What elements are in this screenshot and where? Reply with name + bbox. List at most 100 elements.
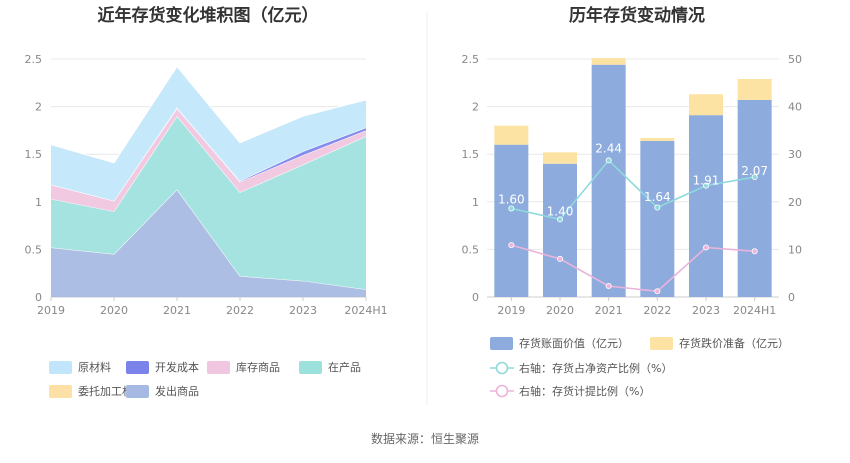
bar-impairment[interactable] [640,138,675,141]
area-wip [51,116,366,290]
line-ratio_net_assets [511,159,755,221]
area-inventory_goods [51,108,366,212]
right-x-tick-label: 2023 [692,304,720,317]
bar-impairment[interactable] [494,125,529,145]
right-y-tick-label: 0 [472,291,479,304]
bar-value-label: 1.60 [498,193,525,207]
left-x-tick-label: 2023 [289,304,317,317]
line-point-ratio_provision[interactable] [557,255,564,262]
legend-swatch-raw_material[interactable] [49,361,72,374]
right-y-tick-label: 1 [472,196,479,209]
line-point-ratio_net_assets[interactable] [654,204,661,211]
right-y-tick-label: 0.5 [462,243,480,256]
area-edge-raw_material [50,65,367,164]
legend-marker-ratio_net_assets[interactable] [495,361,509,375]
right-y2-tick-label: 10 [788,243,802,256]
legend-swatch-wip[interactable] [299,361,322,374]
right-y-tick-label: 2.5 [462,53,480,66]
right-x-tick-label: 2020 [546,304,574,317]
bar-impairment[interactable] [689,94,723,116]
legend-label[interactable]: 原材料 [78,360,111,374]
right-y-axis-ticks: 0 0.5 1 1.5 2 2.5 [462,53,480,304]
bar-impairment[interactable] [543,152,577,164]
right-y-tick-label: 2 [472,101,479,114]
bar-impairment[interactable] [737,78,772,100]
right-x-axis-ticks: 2019 2020 2021 2022 2023 2024H1 [497,304,776,317]
bar-value-label: 1.64 [644,190,671,204]
bar-impairment[interactable] [591,58,626,65]
left-area-series [50,65,367,297]
bar-book-value[interactable] [737,99,772,297]
left-x-tick-label: 2024H1 [344,304,387,317]
line-point-ratio_provision[interactable] [654,288,661,295]
left-x-tick-label: 2020 [100,304,128,317]
legend-marker-ratio_provision[interactable] [495,384,509,398]
line-point-ratio_provision[interactable] [751,248,758,255]
left-y-tick-label: 2 [35,101,42,114]
legend-swatch-book-value[interactable] [490,337,513,350]
right-y2-tick-label: 20 [788,196,802,209]
left-x-tick-label: 2022 [226,304,254,317]
legend-label[interactable]: 右轴：存货计提比例（%） [519,384,650,398]
legend-label[interactable]: 发出商品 [155,384,199,398]
right-x-tick-label: 2024H1 [733,304,776,317]
area-dev_cost [51,107,366,201]
area-shipped [51,189,366,297]
left-x-tick-label: 2021 [163,304,191,317]
legend-label[interactable]: 存货跌价准备（亿元） [679,336,789,350]
left-y-tick-label: 1.5 [25,148,43,161]
bar-value-label: 2.44 [595,141,622,155]
line-point-ratio_provision[interactable] [605,283,612,290]
left-y-axis-ticks: 0 0.5 1 1.5 2 2.5 [25,53,43,304]
bar-value-label: 2.07 [741,164,768,178]
right-data-labels: 1.60 1.40 2.44 1.64 1.91 2.07 [498,141,768,218]
stacked-area-chart: 近年存货变化堆积图（亿元） 00.511.522.5 2019 2020 2021 2… [25,5,388,398]
bar-book-value[interactable] [494,144,529,297]
line-point-ratio_net_assets[interactable] [557,216,564,223]
right-gridlines [487,58,779,301]
legend-swatch-dev_cost[interactable] [126,361,149,374]
bar-book-value[interactable] [591,64,626,297]
left-x-axis-ticks: 2019 2020 2021 2022 2023 2024H1 [37,304,388,317]
bar-book-value[interactable] [640,140,675,297]
bar-value-label: 1.91 [693,174,720,188]
left-y-tick-label: 2.5 [25,53,43,66]
legend-label[interactable]: 开发成本 [155,360,199,374]
left-y-tick-label: 1 [35,196,42,209]
legend-swatch-shipped[interactable] [126,385,149,398]
left-chart-title: 近年存货变化堆积图（亿元） [98,5,319,26]
line-point-ratio_net_assets[interactable] [703,182,710,189]
right-y2-tick-label: 50 [788,53,802,66]
line-point-ratio_provision[interactable] [703,244,710,251]
line-point-ratio_net_assets[interactable] [508,205,515,212]
legend-label[interactable]: 右轴：存货占净资产比例（%） [519,361,672,375]
legend-label[interactable]: 存货账面价值（亿元） [519,336,629,350]
area-raw_material [51,66,366,201]
data-source-footer: 数据来源：恒生聚源 [371,431,479,446]
legend-swatch-inventory_goods[interactable] [207,361,230,374]
right-line-series [508,157,758,295]
bar-value-label: 1.40 [547,205,574,219]
right-x-tick-label: 2019 [497,304,525,317]
inventory-bar-line-chart: 历年存货变动情况 1.60 1.40 2.44 1.64 1.91 2.07 0 0.5 1 1… [462,5,803,398]
legend-label[interactable]: 在产品 [328,360,361,374]
legend-swatch-impairment[interactable] [650,337,673,350]
right-bar-series [494,58,772,297]
line-point-ratio_net_assets[interactable] [605,157,612,164]
bar-book-value[interactable] [543,163,577,297]
line-point-ratio_provision[interactable] [508,242,515,249]
bar-book-value[interactable] [689,115,723,297]
right-y2-tick-label: 30 [788,148,802,161]
left-x-tick-label: 2019 [37,304,65,317]
right-y2-tick-label: 0 [788,291,795,304]
right-y2-tick-label: 40 [788,101,802,114]
line-point-ratio_net_assets[interactable] [751,174,758,181]
legend-label[interactable]: 库存商品 [236,360,280,374]
right-x-tick-label: 2022 [643,304,671,317]
legend-swatch-outsourced[interactable] [49,385,72,398]
line-ratio_provision [511,244,755,293]
left-y-tick-label: 0 [35,291,42,304]
